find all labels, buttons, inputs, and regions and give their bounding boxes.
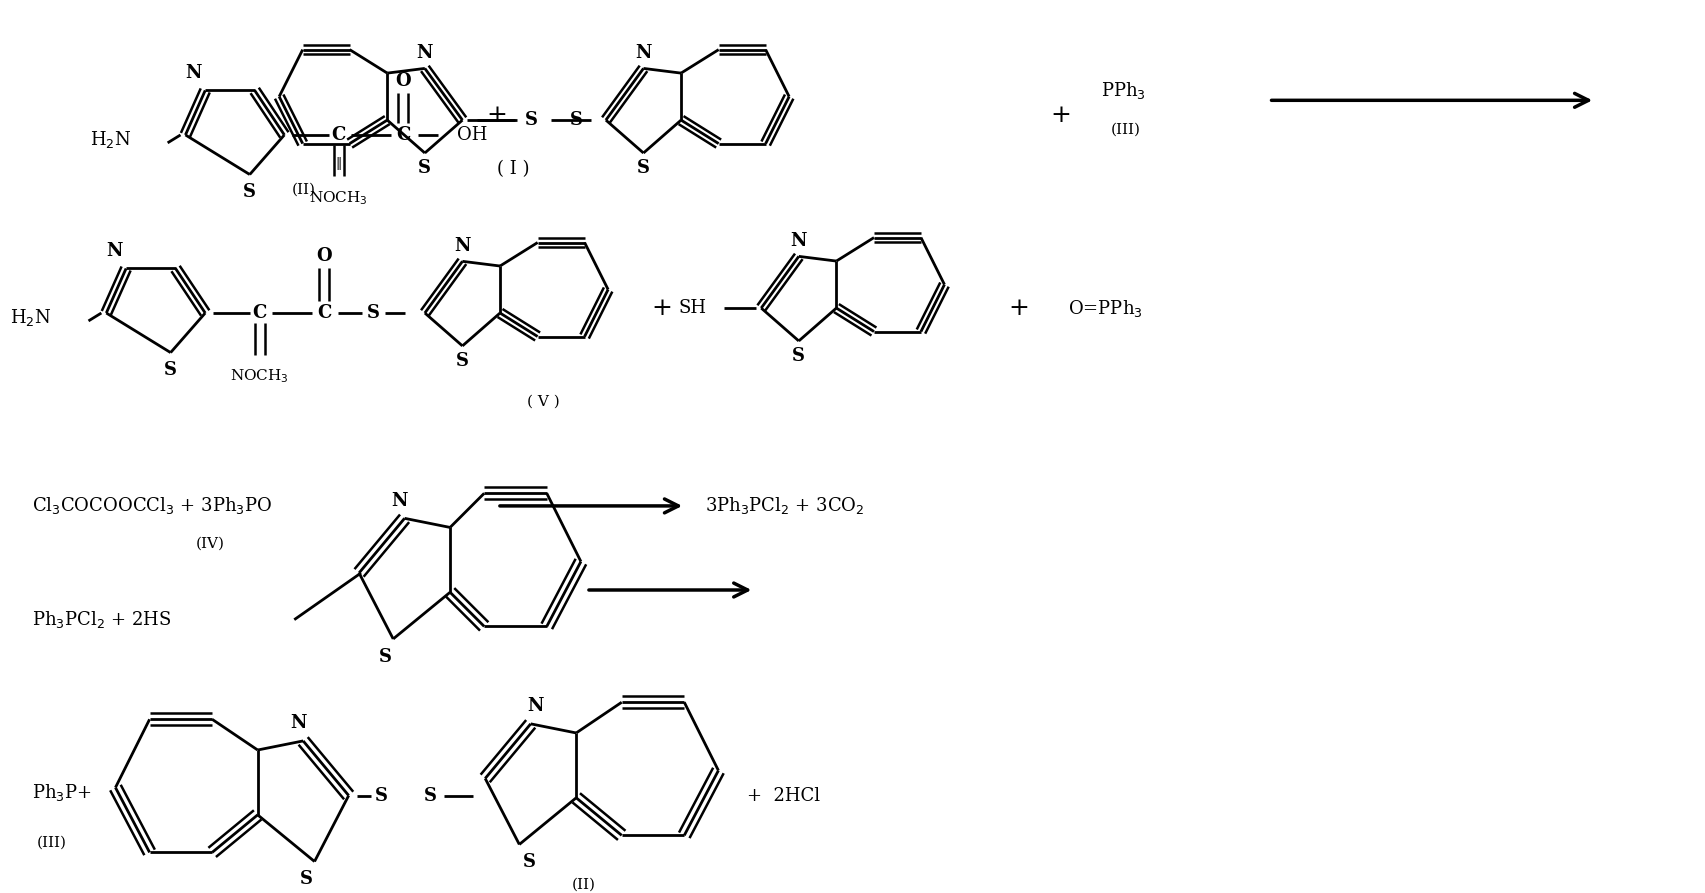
Text: Ph$_3$PCl$_2$ + 2HS: Ph$_3$PCl$_2$ + 2HS <box>32 609 172 630</box>
Text: C: C <box>252 304 266 322</box>
Text: +: + <box>1050 104 1071 127</box>
Text: S: S <box>300 871 314 889</box>
Text: (II): (II) <box>292 182 315 196</box>
Text: NOCH$_3$: NOCH$_3$ <box>309 189 368 207</box>
Text: C: C <box>317 304 331 322</box>
Text: (II): (II) <box>571 878 595 891</box>
Text: S: S <box>569 111 583 129</box>
Text: (IV): (IV) <box>196 537 225 550</box>
Text: S: S <box>525 111 537 129</box>
Text: N: N <box>390 491 407 510</box>
Text: S: S <box>636 159 650 177</box>
Text: S: S <box>379 647 392 665</box>
Text: 3Ph$_3$PCl$_2$ + 3CO$_2$: 3Ph$_3$PCl$_2$ + 3CO$_2$ <box>704 496 864 516</box>
Text: N: N <box>789 232 806 250</box>
Text: +: + <box>486 104 506 127</box>
Text: C: C <box>331 126 346 144</box>
Text: OH: OH <box>457 126 488 144</box>
Text: H$_2$N: H$_2$N <box>10 307 51 329</box>
Text: NOCH$_3$: NOCH$_3$ <box>230 367 288 385</box>
Text: S: S <box>164 362 177 380</box>
Text: S: S <box>367 304 380 322</box>
Text: S: S <box>244 183 256 201</box>
Text: +  2HCl: + 2HCl <box>747 787 820 805</box>
Text: N: N <box>106 242 123 260</box>
Text: +: + <box>651 296 672 320</box>
Text: ( V ): ( V ) <box>527 395 559 409</box>
Text: O=PPh$_3$: O=PPh$_3$ <box>1067 297 1142 319</box>
Text: Cl$_3$COCOOCCl$_3$ + 3Ph$_3$PO: Cl$_3$COCOOCCl$_3$ + 3Ph$_3$PO <box>32 496 273 516</box>
Text: N: N <box>290 714 307 732</box>
Text: S: S <box>418 159 431 177</box>
Text: O: O <box>315 246 331 264</box>
Text: N: N <box>527 697 544 715</box>
Text: N: N <box>634 45 651 63</box>
Text: H$_2$N: H$_2$N <box>90 129 131 150</box>
Text: O: O <box>396 71 411 89</box>
Text: N: N <box>186 63 201 81</box>
Text: (III): (III) <box>1110 123 1139 137</box>
Text: S: S <box>791 347 805 365</box>
Text: N: N <box>454 238 471 255</box>
Text: S: S <box>455 352 469 370</box>
Text: ‖: ‖ <box>336 156 341 170</box>
Text: SH: SH <box>679 299 706 317</box>
Text: S: S <box>425 787 436 805</box>
Text: S: S <box>522 853 535 872</box>
Text: N: N <box>416 45 433 63</box>
Text: S: S <box>375 787 387 805</box>
Text: ( I ): ( I ) <box>496 161 529 179</box>
Text: PPh$_3$: PPh$_3$ <box>1100 79 1144 101</box>
Text: +: + <box>1008 296 1028 320</box>
Text: Ph$_3$P+: Ph$_3$P+ <box>32 782 92 804</box>
Text: C: C <box>396 126 409 144</box>
Text: (III): (III) <box>38 835 66 849</box>
